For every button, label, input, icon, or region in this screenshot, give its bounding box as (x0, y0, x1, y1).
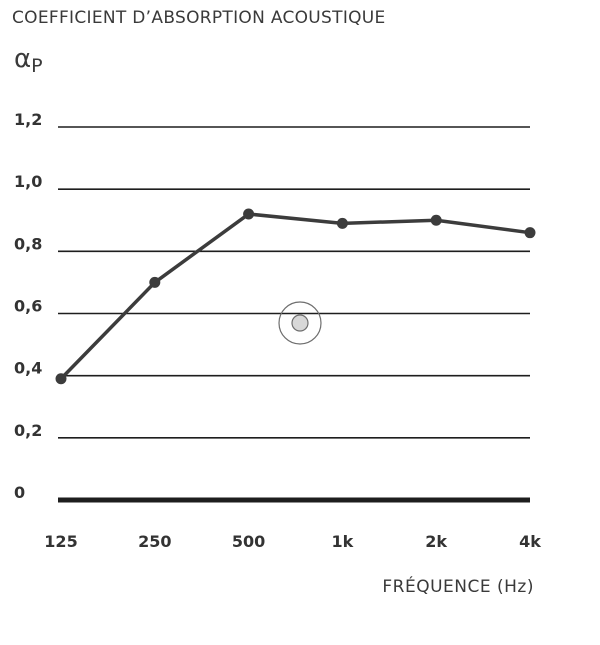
x-axis-label: FRÉQUENCE (Hz) (382, 577, 534, 597)
x-tick-labels: 125 250 500 1k 2k 4k (44, 532, 541, 551)
y-axis-label-main: α (14, 44, 32, 74)
x-tick-label: 125 (44, 532, 77, 551)
x-tick-label: 250 (138, 532, 171, 551)
y-tick-label: 0,6 (14, 297, 42, 316)
cursor-ring-icon (278, 301, 322, 345)
x-tick-label: 1k (332, 532, 354, 551)
x-tick-label: 500 (232, 532, 265, 551)
data-point (336, 217, 348, 229)
cursor-dot-icon (291, 314, 309, 332)
gridlines (58, 126, 530, 503)
data-point (149, 276, 161, 288)
y-tick-label: 1,2 (14, 110, 42, 129)
x-tick-label: 4k (519, 532, 541, 551)
cursor-indicator (278, 301, 322, 345)
chart-title: COEFFICIENT D’ABSORPTION ACOUSTIQUE (12, 8, 386, 28)
y-tick-label: 0,8 (14, 234, 42, 253)
x-tick-label: 2k (425, 532, 447, 551)
y-tick-label: 1,0 (14, 172, 42, 191)
y-tick-labels: 0 0,2 0,4 0,6 0,8 1,0 1,2 (14, 110, 42, 502)
y-axis-label-sub: P (31, 55, 43, 77)
y-tick-label: 0,4 (14, 359, 42, 378)
series-line (59, 212, 531, 380)
data-point (243, 208, 255, 220)
y-tick-label: 0 (14, 483, 25, 502)
y-axis-label: αP (14, 44, 43, 77)
series-line-group (55, 208, 536, 385)
y-tick-label: 0,2 (14, 421, 42, 440)
data-point (55, 373, 67, 385)
data-point (430, 214, 442, 226)
data-point (524, 227, 536, 239)
